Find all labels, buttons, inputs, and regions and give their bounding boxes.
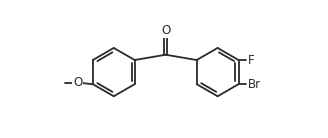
Text: F: F [248, 54, 255, 67]
Text: O: O [73, 76, 83, 89]
Text: O: O [161, 24, 170, 37]
Text: Br: Br [248, 78, 261, 91]
